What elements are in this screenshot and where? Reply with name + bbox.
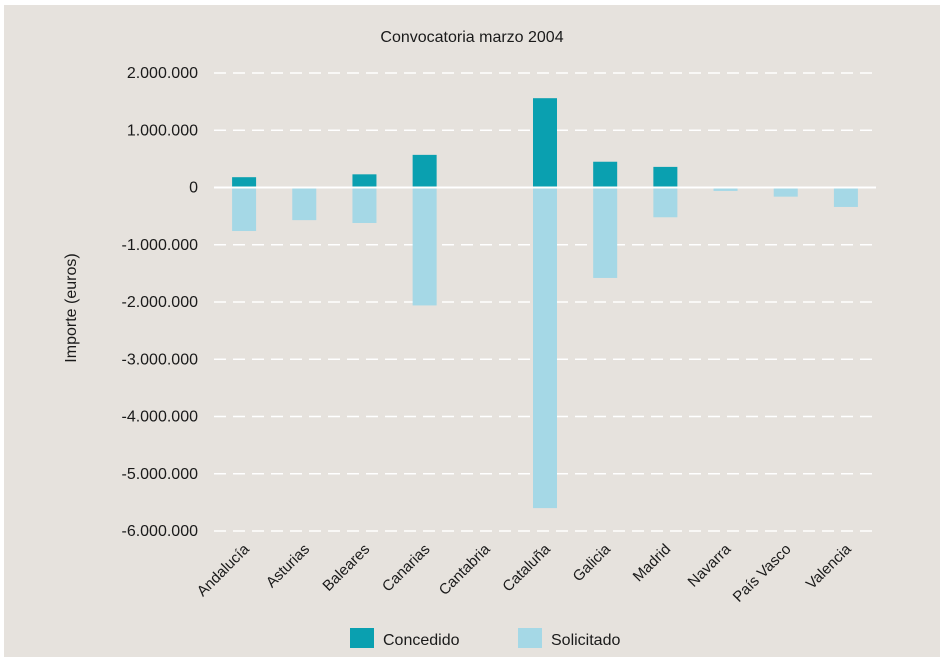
bar-concedido: [412, 154, 437, 188]
bar-solicitado: [593, 187, 618, 278]
y-tick-label: -3.000.000: [121, 351, 198, 368]
chart-title: Convocatoria marzo 2004: [380, 29, 563, 46]
bar-solicitado: [232, 187, 257, 232]
bar-concedido: [352, 174, 377, 188]
x-category-label: Navarra: [685, 540, 735, 590]
bar-concedido: [653, 166, 678, 188]
x-category-label: Galicia: [570, 540, 615, 585]
bar-solicitado: [412, 187, 437, 306]
y-tick-labels: 2.000.000 1.000.000 0 -1.000.000 -2.000.000 -…: [121, 65, 198, 540]
legend-label: Solicitado: [551, 632, 620, 649]
bar-concedido: [533, 98, 557, 188]
y-tick-label: 2.000.000: [127, 65, 198, 82]
y-tick-label: -1.000.000: [121, 237, 198, 254]
legend: Concedido Solicitado: [350, 628, 620, 649]
x-category-label: Asturias: [263, 541, 313, 591]
x-category-label: Madrid: [630, 541, 674, 585]
x-category-label: Valencia: [803, 540, 855, 592]
x-category-label: Andalucía: [194, 540, 254, 600]
x-category-label: Canarias: [379, 541, 433, 595]
x-category-label: Cantabria: [436, 540, 494, 598]
bar-solicitado: [653, 187, 678, 218]
bar-solicitado: [533, 187, 557, 509]
bar-solicitado: [773, 187, 798, 197]
x-category-labels: Andalucía Asturias Baleares Canarias Cantabr…: [194, 540, 855, 605]
bar-concedido: [232, 177, 257, 188]
legend-swatch: [518, 628, 542, 648]
y-tick-label: 0: [189, 180, 198, 197]
bar-solicitado: [352, 187, 377, 223]
x-category-label: Baleares: [319, 541, 373, 595]
legend-swatch: [350, 628, 374, 648]
bar-solicitado: [833, 187, 858, 207]
bar-chart: Convocatoria marzo 2004 Importe (euros) …: [63, 29, 876, 649]
bar-solicitado: [713, 187, 738, 191]
x-category-label: Cataluña: [499, 540, 554, 595]
bar-concedido: [593, 161, 618, 188]
y-tick-label: 1.000.000: [127, 122, 198, 139]
bars: [232, 98, 858, 509]
y-axis-label: Importe (euros): [63, 253, 80, 362]
legend-label: Concedido: [383, 632, 460, 649]
x-category-label: País Vasco: [730, 541, 795, 606]
y-tick-label: -6.000.000: [121, 523, 198, 540]
chart-frame: Convocatoria marzo 2004 Importe (euros) …: [4, 5, 940, 657]
y-tick-label: -2.000.000: [121, 294, 198, 311]
y-tick-label: -5.000.000: [121, 466, 198, 483]
bar-solicitado: [292, 187, 317, 221]
y-tick-label: -4.000.000: [121, 409, 198, 426]
